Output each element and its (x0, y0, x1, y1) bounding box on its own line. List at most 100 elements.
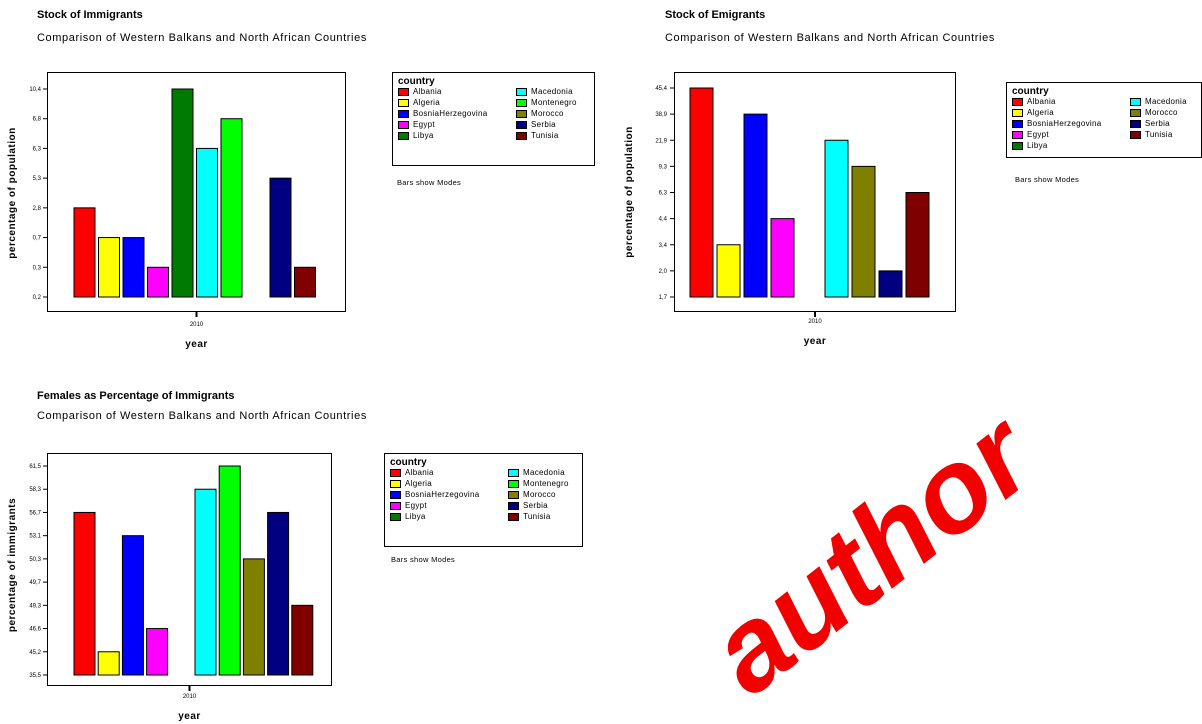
y-axis-label: percentage of population (7, 127, 18, 258)
legend-swatch (508, 501, 519, 510)
legend-swatch (508, 479, 519, 488)
legend-swatch (398, 109, 409, 118)
legend-label: BosniaHerzegovina (405, 490, 480, 499)
x-tick-label: 2010 (183, 694, 197, 700)
legend-label: Egypt (1027, 130, 1049, 139)
legend-swatch (1012, 97, 1023, 106)
y-tick-label: 50,3 (29, 557, 41, 563)
legend-swatch (1012, 119, 1023, 128)
legend-entry-tunisia: Tunisia (1130, 130, 1200, 139)
legend-entry-montenegro: Montenegro (508, 479, 588, 488)
legend-entry-morocco: Morocco (508, 490, 588, 499)
legend-swatch (398, 98, 409, 107)
y-tick-label: 35,5 (29, 673, 41, 679)
legend: country Albania Macedonia Algeria Montenegr… (384, 453, 583, 547)
legend-swatch (390, 468, 401, 477)
y-tick-label: 2,0 (659, 269, 668, 275)
legend-title: country (398, 76, 435, 87)
chart-title: Stock of Immigrants (37, 9, 143, 21)
legend-label: Albania (413, 87, 442, 96)
watermark-text: author (685, 389, 1057, 720)
legend-label: Algeria (413, 98, 441, 107)
y-axis-label: percentage of immigrants (7, 498, 18, 632)
legend-entry-macedonia: Macedonia (516, 87, 606, 96)
legend-label: BosniaHerzegovina (1027, 119, 1102, 128)
legend-entry-egypt: Egypt (398, 120, 516, 129)
legend-swatch (390, 479, 401, 488)
y-tick-label: 0,3 (33, 265, 42, 271)
legend-swatch (508, 512, 519, 521)
legend-swatch (1012, 130, 1023, 139)
y-tick-label: 49,3 (29, 603, 41, 609)
legend-entry-algeria: Algeria (398, 98, 516, 107)
y-tick-label: 10,4 (29, 87, 41, 93)
legend-label: Montenegro (531, 98, 577, 107)
legend-swatch (398, 120, 409, 129)
legend-entry-albania: Albania (390, 468, 508, 477)
legend-label: Tunisia (531, 131, 559, 140)
legend-label: Algeria (1027, 108, 1055, 117)
legend-label: Algeria (405, 479, 433, 488)
legend-entry-libya: Libya (390, 512, 508, 521)
legend-swatch (1130, 97, 1141, 106)
legend-entry-bosniaherzegovina: BosniaHerzegovina (390, 490, 508, 499)
legend-title: country (390, 457, 427, 468)
y-tick-label: 6,3 (33, 146, 42, 152)
legend-label: Morocco (1145, 108, 1178, 117)
legend-label: Tunisia (1145, 130, 1173, 139)
legend-label: Morocco (523, 490, 556, 499)
legend-entry-morocco: Morocco (1130, 108, 1200, 117)
legend-label: Morocco (531, 109, 564, 118)
legend-label: Albania (1027, 97, 1056, 106)
legend-entry-albania: Albania (1012, 97, 1130, 106)
legend: country Albania Macedonia Algeria Morocco Bo… (1006, 82, 1202, 158)
y-tick-label: 38,9 (655, 112, 667, 118)
y-tick-label: 49,7 (29, 580, 41, 586)
legend-entry-morocco: Morocco (516, 109, 606, 118)
legend-swatch (398, 131, 409, 140)
legend-swatch (516, 131, 527, 140)
x-axis-label: year (804, 336, 827, 347)
y-tick-label: 46,6 (29, 627, 41, 633)
y-tick-label: 53,1 (29, 534, 41, 540)
legend-entry-tunisia: Tunisia (516, 131, 606, 140)
legend-entry-macedonia: Macedonia (1130, 97, 1200, 106)
legend-entry-tunisia: Tunisia (508, 512, 588, 521)
chart-subtitle: Comparison of Western Balkans and North … (37, 410, 367, 422)
legend-label: Serbia (531, 120, 556, 129)
legend-label: Macedonia (523, 468, 565, 477)
legend-items: Albania Macedonia Algeria Montenegro BosniaH… (390, 468, 577, 521)
x-tick-label: 2010 (190, 322, 204, 328)
legend-label: Tunisia (523, 512, 551, 521)
legend-swatch (1130, 108, 1141, 117)
chart-note: Bars show Modes (1015, 175, 1080, 184)
x-axis-label: year (178, 711, 201, 722)
legend-title: country (1012, 86, 1049, 97)
legend-entry-montenegro: Montenegro (516, 98, 606, 107)
legend-entry-libya: Libya (398, 131, 516, 140)
y-tick-label: 0,7 (33, 236, 42, 242)
legend-entry-algeria: Algeria (1012, 108, 1130, 117)
legend-items: Albania Macedonia Algeria Montenegro BosniaH… (398, 87, 589, 140)
legend-swatch (390, 512, 401, 521)
y-tick-label: 4,4 (659, 217, 668, 223)
legend-label: Egypt (405, 501, 427, 510)
legend-label: Libya (405, 512, 426, 521)
plot-area (674, 72, 956, 312)
legend-entry-serbia: Serbia (1130, 119, 1200, 128)
legend-entry-serbia: Serbia (508, 501, 588, 510)
legend-label: Montenegro (523, 479, 569, 488)
chart-title: Stock of Emigrants (665, 9, 766, 21)
legend-swatch (390, 501, 401, 510)
plot-area (47, 72, 346, 312)
y-tick-label: 1,7 (659, 295, 668, 301)
y-tick-label: 9,3 (659, 164, 668, 170)
y-tick-label: 45,2 (29, 650, 41, 656)
legend-swatch (1012, 108, 1023, 117)
legend-entry-libya: Libya (1012, 141, 1130, 150)
legend-swatch (508, 490, 519, 499)
chart-note: Bars show Modes (391, 555, 456, 564)
legend-swatch (1130, 119, 1141, 128)
y-tick-label: 6,3 (659, 191, 668, 197)
legend-swatch (1012, 141, 1023, 150)
